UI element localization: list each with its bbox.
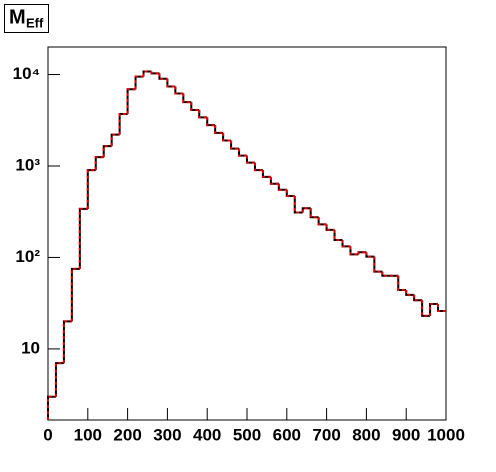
histogram-bin-overlay <box>158 73 168 80</box>
histogram-bin-overlay <box>94 156 104 171</box>
histogram-bin <box>102 145 112 158</box>
histogram-bin-overlay <box>285 189 295 197</box>
y-tick-label: 10 <box>21 338 40 357</box>
histogram-bin-overlay <box>142 70 152 77</box>
histogram-bin-overlay <box>349 246 359 256</box>
histogram-bin-overlay <box>118 113 128 135</box>
x-tick-label: 0 <box>43 425 52 444</box>
x-tick-label: 600 <box>273 425 301 444</box>
histogram-bin-overlay <box>341 240 351 248</box>
histogram-bin <box>293 195 303 214</box>
histogram-bin-overlay <box>397 275 407 292</box>
histogram-bin-overlay <box>381 271 391 277</box>
histogram-bin-overlay <box>214 125 224 134</box>
x-tick-label: 1000 <box>427 425 465 444</box>
histogram-bin-overlay <box>253 162 263 172</box>
histogram-bin-overlay <box>190 102 200 111</box>
histogram-bin-overlay <box>126 88 136 115</box>
title-box <box>4 4 49 33</box>
histogram-bin-overlay <box>47 395 56 420</box>
histogram-bin-overlay <box>62 320 72 364</box>
histogram-bin-overlay <box>150 71 160 75</box>
histogram-bin <box>70 267 80 322</box>
histogram-bin-overlay <box>317 217 327 226</box>
histogram-bin <box>110 133 120 147</box>
x-tick-label: 400 <box>193 425 221 444</box>
chart-title: M <box>9 6 26 28</box>
histogram-bin-overlay <box>174 86 184 95</box>
x-tick-label: 700 <box>312 425 340 444</box>
histogram-bin-overlay <box>373 256 383 273</box>
histogram-bin-overlay <box>261 170 271 178</box>
histogram-bin-overlay <box>78 207 88 269</box>
histogram-bin-overlay <box>206 117 216 127</box>
histogram-bin-overlay <box>86 169 96 209</box>
histogram-bin-overlay <box>437 303 446 312</box>
histogram-bin-overlay <box>301 207 311 213</box>
x-tick-label: 200 <box>113 425 141 444</box>
histogram-bin-overlay <box>182 93 192 104</box>
histogram-bin-overlay <box>238 148 247 157</box>
histogram-bin <box>333 229 343 242</box>
histogram-bin-overlay <box>166 78 176 88</box>
histogram-bin-overlay <box>405 290 415 296</box>
histogram-bin-overlay <box>198 109 208 119</box>
x-tick-label: 500 <box>233 425 261 444</box>
y-tick-label: 10² <box>15 247 40 266</box>
histogram-bin-overlay <box>325 224 335 231</box>
histogram-bin <box>429 302 439 316</box>
y-tick-label: 10⁴ <box>13 64 40 83</box>
histogram-bin-overlay <box>413 294 423 302</box>
histogram-bin-overlay <box>54 362 64 397</box>
x-tick-label: 900 <box>392 425 420 444</box>
histogram-bin-overlay <box>277 183 287 191</box>
histogram-bin-overlay <box>357 251 367 255</box>
histogram-bin-overlay <box>421 300 431 317</box>
x-tick-label: 800 <box>352 425 380 444</box>
histogram-bin-overlay <box>134 75 144 90</box>
histogram-bin-overlay <box>365 252 375 258</box>
histogram-bin-overlay <box>309 208 319 219</box>
chart-title-subscript: Eff <box>26 15 44 30</box>
y-tick-label: 10³ <box>15 155 40 174</box>
histogram-bin-overlay <box>246 155 255 164</box>
histogram-bin-overlay <box>222 132 232 142</box>
histogram-bin-overlay <box>269 176 279 185</box>
x-tick-label: 100 <box>74 425 102 444</box>
x-tick-label: 300 <box>153 425 181 444</box>
histogram-bin-overlay <box>230 140 240 150</box>
